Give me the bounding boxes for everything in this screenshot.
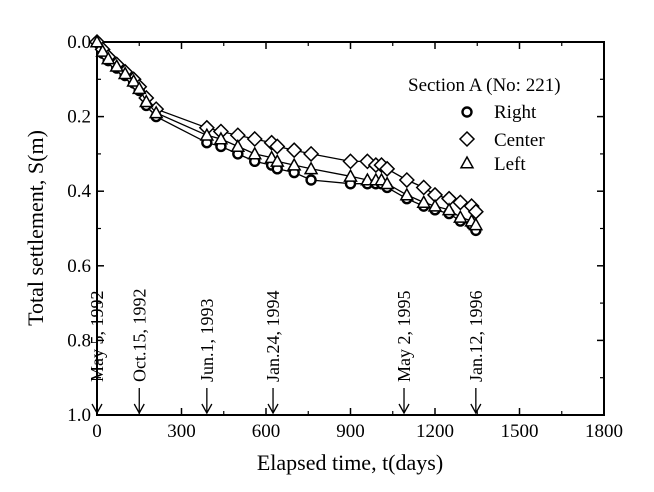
x-tick-label: 1200 (416, 421, 454, 442)
y-tick-label: 0.2 (67, 107, 91, 128)
data-point-right (305, 174, 317, 186)
x-tick-label: 300 (167, 421, 196, 442)
annotation-arrow-head (470, 403, 482, 415)
data-point-left (89, 34, 105, 48)
date-annotations: May 5, 1992 Oct.15, 1992 Jun.1, 1993 Jan.24… (87, 289, 486, 415)
data-point-left (126, 73, 141, 87)
data-point-center (246, 130, 263, 148)
x-tick-label: 600 (252, 421, 281, 442)
y-tick-label: 0.4 (67, 181, 91, 202)
annotation-label: May 2, 1995 (394, 291, 414, 383)
annotation-arrow-head (133, 403, 145, 415)
data-point-left (230, 138, 246, 152)
annotation-arrow-head (267, 403, 279, 415)
data-point-left (441, 202, 457, 216)
series-line-left (96, 41, 477, 226)
y-axis-title: Total settlement, S(m) (23, 130, 48, 326)
legend-marker-left (459, 155, 475, 169)
data-point-left (453, 209, 468, 223)
data-point-left (131, 81, 147, 95)
x-axis-title: Elapsed time, t(days) (257, 450, 443, 475)
legend-label-left: Left (494, 154, 526, 175)
data-point-left (109, 58, 124, 72)
data-point-left (95, 43, 110, 57)
x-tick-label: 1800 (585, 421, 623, 442)
data-point-left (360, 172, 375, 186)
data-point-center (398, 171, 415, 189)
data-point-left (100, 51, 116, 65)
data-point-center (379, 160, 396, 177)
data-point-left (139, 94, 154, 108)
data-point-left (468, 217, 484, 231)
plot-frame (96, 41, 605, 416)
legend-label-center: Center (494, 130, 545, 151)
data-point-left (117, 66, 133, 80)
y-axis: 0.0 0.2 0.4 0.6 0.8 1.0 (67, 32, 604, 426)
series-line-right (96, 41, 477, 231)
data-point-left (286, 157, 302, 171)
y-tick-label: 0.8 (67, 330, 91, 351)
data-point-left (303, 161, 319, 175)
annotation-label: Oct.15, 1992 (129, 289, 149, 383)
legend-marker-center (458, 130, 476, 148)
y-tick-label: 1.0 (67, 405, 91, 426)
y-tick-label: 0.6 (67, 256, 91, 277)
annotation-label: Jan.24, 1994 (263, 291, 283, 383)
data-point-left (343, 168, 358, 182)
data-point-left (416, 194, 432, 208)
legend-marker-right (461, 106, 473, 118)
data-point-center (303, 145, 320, 162)
x-tick-label: 0 (92, 421, 102, 442)
data-point-left (247, 146, 263, 160)
data-point-center (286, 142, 303, 159)
legend: Section A (No: 221) Right Center Left (408, 75, 561, 175)
data-point-left (399, 187, 415, 201)
annotation-label: Jan.12, 1996 (466, 291, 486, 383)
data-point-left (379, 176, 395, 190)
data-point-left (148, 105, 164, 119)
legend-label-right: Right (494, 102, 537, 123)
data-point-center (415, 179, 432, 196)
data-point-left (269, 153, 285, 167)
x-tick-label: 900 (336, 421, 365, 442)
annotation-label: May 5, 1992 (87, 291, 107, 383)
data-point-left (427, 198, 443, 212)
x-axis: 0 300 600 900 1200 1500 1800 (92, 42, 623, 442)
data-point-center (269, 138, 286, 155)
data-point-center (342, 153, 359, 170)
x-tick-label: 1500 (501, 421, 539, 442)
annotation-arrow-head (201, 403, 213, 415)
annotation-arrow-head (91, 403, 103, 415)
data-point-left (199, 127, 215, 141)
legend-title: Section A (No: 221) (408, 75, 561, 96)
annotation-arrow-head (398, 403, 410, 415)
data-series (88, 33, 484, 237)
y-tick-label: 0.0 (67, 32, 91, 53)
annotation-label: Jun.1, 1993 (197, 298, 217, 382)
data-point-left (213, 131, 229, 145)
